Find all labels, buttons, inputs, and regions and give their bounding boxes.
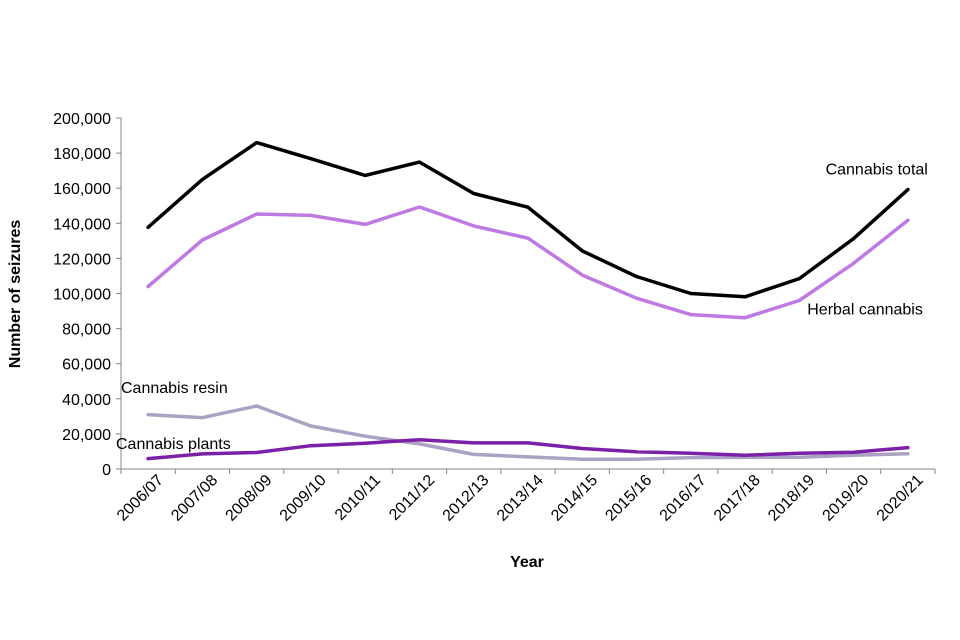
- y-tick-label: 60,000: [62, 357, 111, 374]
- y-axis: 0 20,000 40,000 60,000 80,000 100,000 120,000 1…: [53, 111, 122, 479]
- data-point-cannabis-plants: [634, 450, 639, 454]
- data-point-herbal-cannabis: [472, 224, 476, 228]
- data-point-herbal-cannabis: [146, 284, 150, 289]
- x-tick-label: 2018/19: [765, 472, 818, 525]
- x-tick-label: 2008/09: [223, 472, 276, 525]
- data-point-herbal-cannabis: [743, 316, 747, 320]
- data-point-herbal-cannabis: [200, 238, 204, 242]
- y-tick-label: 80,000: [62, 322, 111, 339]
- y-tick-label: 200,000: [53, 111, 111, 128]
- y-tick-label: 120,000: [53, 251, 111, 268]
- series-line-herbal-cannabis: [146, 205, 910, 320]
- data-point-herbal-cannabis: [526, 236, 530, 240]
- data-point-cannabis-resin: [309, 424, 313, 428]
- data-point-cannabis-total: [580, 249, 584, 253]
- data-point-cannabis-plants: [309, 444, 313, 448]
- data-point-cannabis-total: [200, 177, 204, 182]
- series-line-cannabis-total: [146, 140, 910, 299]
- data-point-cannabis-total: [634, 274, 639, 279]
- data-point-cannabis-plants: [255, 450, 259, 455]
- data-point-cannabis-total: [852, 236, 856, 241]
- x-axis: 2006/07 2007/08 2008/09 2009/10 2010/11 2011/…: [114, 468, 936, 525]
- x-tick-label: 2016/17: [657, 472, 710, 525]
- x-tick-label: 2009/10: [277, 472, 330, 525]
- x-tick-label: 2012/13: [440, 472, 493, 525]
- data-point-cannabis-plants: [580, 446, 584, 451]
- y-tick-label: 0: [102, 462, 111, 479]
- x-tick-label: 2014/15: [548, 472, 601, 525]
- data-point-herbal-cannabis: [417, 205, 422, 209]
- series-label-herbal-cannabis: Herbal cannabis: [807, 301, 923, 318]
- x-tick-label: 2020/21: [874, 472, 927, 525]
- series-label-cannabis-resin: Cannabis resin: [121, 380, 228, 397]
- data-point-cannabis-total: [363, 173, 367, 177]
- data-point-cannabis-resin: [255, 404, 259, 408]
- data-point-cannabis-resin: [906, 452, 910, 456]
- data-point-cannabis-plants: [472, 441, 476, 445]
- data-point-cannabis-total: [689, 291, 693, 296]
- data-point-herbal-cannabis: [363, 222, 367, 226]
- x-tick-label: 2015/16: [602, 472, 655, 525]
- data-point-cannabis-total: [255, 140, 259, 145]
- data-point-cannabis-resin: [852, 453, 856, 457]
- data-point-cannabis-plants: [906, 445, 910, 450]
- y-tick-label: 100,000: [53, 287, 111, 304]
- series-label-cannabis-total: Cannabis total: [826, 162, 928, 179]
- data-point-herbal-cannabis: [906, 218, 910, 222]
- data-point-herbal-cannabis: [255, 212, 259, 216]
- data-point-cannabis-resin: [363, 434, 367, 438]
- data-point-cannabis-resin: [472, 452, 476, 457]
- y-axis-title: Number of seizures: [7, 220, 24, 369]
- data-point-cannabis-resin: [526, 455, 530, 459]
- data-point-cannabis-plants: [526, 441, 530, 445]
- data-point-cannabis-plants: [146, 457, 150, 461]
- data-point-herbal-cannabis: [689, 312, 693, 317]
- data-point-cannabis-resin: [417, 442, 422, 446]
- data-point-cannabis-plants: [200, 452, 204, 456]
- data-point-cannabis-total: [526, 205, 530, 209]
- data-point-herbal-cannabis: [634, 296, 639, 300]
- data-point-cannabis-resin: [689, 455, 693, 460]
- x-tick-label: 2011/12: [386, 472, 438, 524]
- data-point-cannabis-resin: [580, 457, 584, 461]
- x-tick-label: 2006/07: [114, 472, 167, 525]
- data-point-cannabis-plants: [689, 451, 693, 455]
- data-point-cannabis-plants: [417, 438, 422, 442]
- series-label-cannabis-plants: Cannabis plants: [116, 436, 231, 453]
- y-tick-label: 180,000: [53, 146, 111, 163]
- data-point-herbal-cannabis: [580, 273, 584, 277]
- data-point-cannabis-total: [797, 276, 801, 281]
- x-tick-label: 2007/08: [168, 472, 221, 525]
- data-point-cannabis-total: [146, 225, 150, 229]
- data-point-cannabis-plants: [797, 451, 801, 455]
- data-point-cannabis-resin: [797, 455, 801, 459]
- x-tick-label: 2017/18: [711, 472, 764, 525]
- data-point-cannabis-total: [309, 157, 313, 161]
- x-tick-label: 2010/11: [332, 472, 384, 524]
- data-point-herbal-cannabis: [852, 261, 856, 265]
- y-tick-label: 140,000: [53, 216, 111, 233]
- data-point-cannabis-resin: [634, 457, 639, 461]
- data-point-cannabis-total: [743, 295, 747, 299]
- data-point-cannabis-plants: [743, 453, 747, 457]
- x-tick-label: 2013/14: [494, 472, 547, 525]
- data-point-herbal-cannabis: [309, 213, 313, 218]
- data-point-cannabis-total: [417, 160, 422, 164]
- data-point-cannabis-resin: [200, 415, 204, 420]
- y-tick-label: 20,000: [62, 427, 111, 444]
- data-point-cannabis-total: [906, 188, 910, 192]
- series-labels: Cannabis total Herbal cannabis Cannabis re…: [116, 162, 928, 453]
- y-tick-label: 160,000: [53, 181, 111, 198]
- data-point-herbal-cannabis: [797, 298, 801, 303]
- y-tick-label: 40,000: [62, 392, 111, 409]
- data-point-cannabis-total: [472, 191, 476, 196]
- x-axis-title: Year: [510, 554, 544, 571]
- data-point-cannabis-resin: [146, 412, 150, 417]
- data-point-cannabis-plants: [363, 441, 367, 445]
- series-group: [146, 140, 910, 461]
- x-tick-label: 2019/20: [820, 472, 873, 525]
- data-point-cannabis-plants: [852, 450, 856, 454]
